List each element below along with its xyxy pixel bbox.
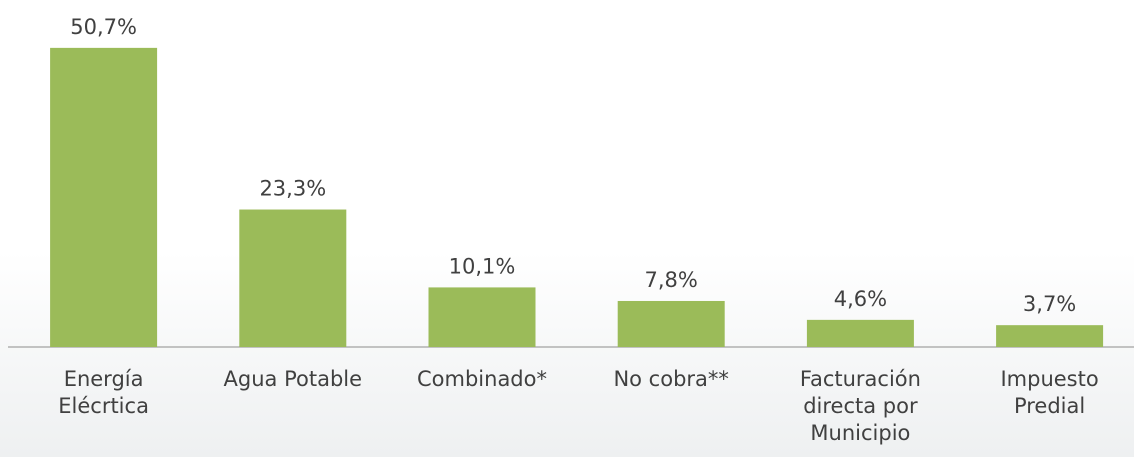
value-label: 4,6% bbox=[834, 287, 887, 311]
bar bbox=[50, 47, 158, 348]
bar bbox=[239, 209, 347, 347]
value-label: 50,7% bbox=[70, 15, 137, 39]
x-tick-label: Agua Potable bbox=[223, 367, 363, 391]
bar bbox=[996, 325, 1104, 347]
x-tick-label: No cobra** bbox=[613, 367, 729, 391]
bar bbox=[806, 319, 914, 347]
x-tick-label: Facturación directa por Municipio bbox=[799, 367, 921, 445]
x-tick-label: Impuesto Predial bbox=[1000, 367, 1099, 418]
value-label: 7,8% bbox=[645, 268, 698, 292]
x-tick-label: Energía Elécrtica bbox=[58, 367, 149, 418]
bar bbox=[428, 287, 536, 347]
value-label: 10,1% bbox=[449, 254, 516, 278]
value-label: 23,3% bbox=[259, 177, 326, 201]
x-tick-label: Combinado* bbox=[417, 367, 547, 391]
bar bbox=[617, 300, 725, 347]
value-label: 3,7% bbox=[1023, 292, 1076, 316]
